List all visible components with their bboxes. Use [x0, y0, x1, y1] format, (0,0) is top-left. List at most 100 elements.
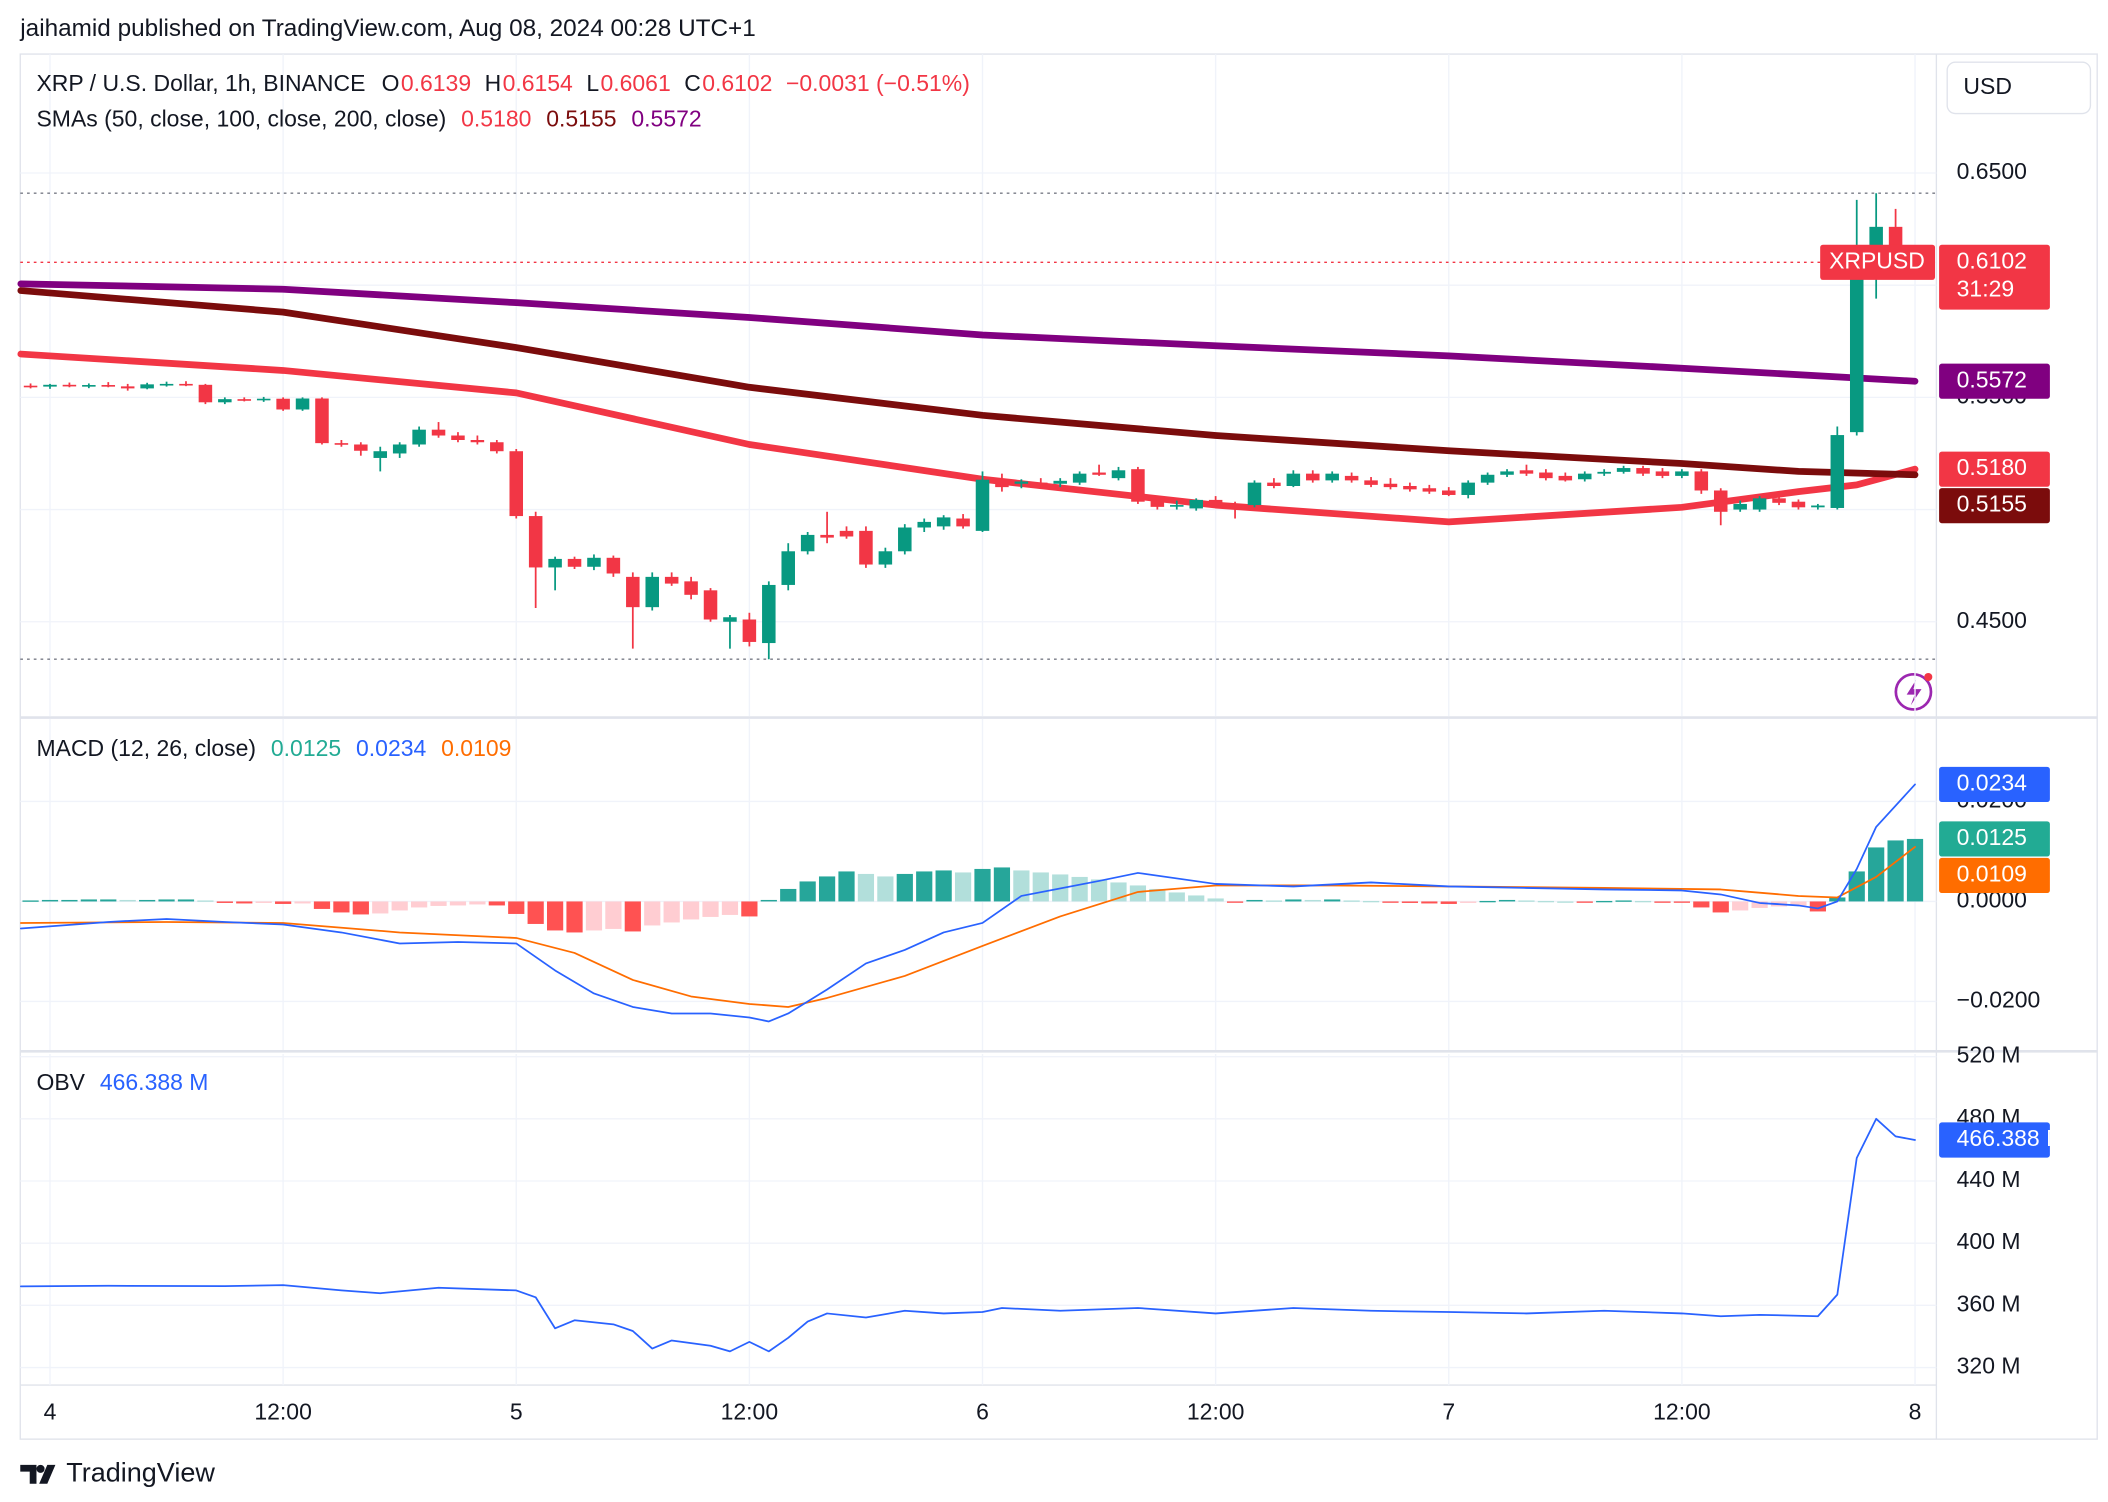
histogram-bar [449, 901, 467, 906]
candle-body [1247, 482, 1262, 506]
candle-body [1519, 470, 1534, 474]
candle-body [1849, 249, 1864, 433]
histogram-bar [1149, 888, 1166, 902]
histogram-bar [255, 901, 272, 903]
histogram-bar [430, 901, 447, 906]
price-tag [1939, 1122, 2050, 1158]
y-tick-label: −0.0200 [1957, 987, 2041, 1013]
candle-body [218, 399, 232, 403]
histogram-bar [1401, 901, 1419, 903]
candle-body [1597, 471, 1611, 474]
candle-body [43, 384, 57, 387]
currency-button[interactable] [1946, 61, 2092, 115]
candle-body [1306, 473, 1320, 481]
candle-body [781, 551, 795, 585]
candle-body [645, 576, 659, 608]
candle-body [1170, 505, 1184, 507]
currency-label[interactable]: USD [1963, 73, 2012, 99]
candle-body [742, 619, 757, 642]
candle-body [1403, 485, 1417, 490]
histogram-bar [1654, 901, 1671, 903]
alert-dot[interactable] [1924, 672, 1933, 682]
candle-body [839, 530, 854, 537]
price-tag [1939, 488, 2050, 524]
candle-body [373, 451, 388, 458]
histogram-bar [935, 870, 952, 902]
candle-body [1383, 483, 1398, 488]
price-tag-label: 0.6102 [1957, 247, 2027, 273]
price-tag [1939, 363, 2050, 399]
price-tag-label: 0.0125 [1957, 824, 2027, 850]
candle-body [1694, 471, 1709, 491]
candle-body [1228, 505, 1242, 508]
y-tick-label: 440 M [1957, 1166, 2021, 1192]
alert-icon-bolt[interactable] [1906, 679, 1922, 706]
legend-text: 0.6061 [600, 70, 670, 96]
candle-body [723, 617, 737, 622]
candle-body [159, 383, 174, 386]
sma-line [17, 287, 1919, 479]
x-tick-label: 8 [1909, 1399, 1922, 1425]
candle-body [975, 479, 990, 531]
candle-body [256, 398, 271, 401]
chart-border [19, 53, 2098, 1440]
candle-body [664, 576, 679, 584]
price-tag-label: 0.0234 [1957, 769, 2027, 795]
histogram-bar [236, 901, 253, 904]
legend-text: H [485, 70, 502, 96]
candle-body [276, 398, 290, 410]
candle-body [1189, 499, 1203, 509]
x-tick-label: 7 [1442, 1399, 1455, 1425]
histogram-bar [177, 899, 195, 902]
countdown-label: 31:29 [1957, 276, 2014, 302]
histogram-bar [1712, 901, 1729, 913]
candle-body [995, 479, 1009, 488]
brand-mark [20, 1464, 56, 1484]
brand-logo [20, 1464, 56, 1484]
candle-body [1616, 468, 1631, 472]
candle-body [917, 521, 931, 528]
candle-body [140, 384, 154, 389]
legend-text: XRP / U.S. Dollar, 1h, BINANCE [36, 70, 365, 96]
candle-body [392, 444, 407, 454]
macd-line [19, 783, 1916, 1023]
candle-body [1772, 498, 1786, 503]
signal-line [19, 846, 1916, 1008]
price-tag-label: 0.5155 [1957, 491, 2027, 517]
y-tick-label: 520 M [1957, 1042, 2021, 1068]
legend-text: 0.6139 [401, 70, 471, 96]
legend-text: 0.5155 [546, 105, 616, 131]
histogram-bar [546, 901, 564, 931]
y-tick-label: 400 M [1957, 1228, 2021, 1254]
price-tag-label: 0.5180 [1957, 454, 2027, 480]
histogram-bar [1226, 901, 1244, 903]
ticker-tag [1820, 244, 1936, 280]
candle-body [179, 383, 193, 386]
histogram-bar [1498, 899, 1516, 902]
histogram-bar [780, 888, 797, 902]
candle-body [1344, 475, 1359, 481]
histogram-bar [1906, 838, 1924, 902]
legend-text: 0.0234 [356, 735, 426, 761]
alert-icon[interactable] [1894, 672, 1933, 711]
candle-body [120, 386, 135, 389]
y-tick-label: 320 M [1957, 1353, 2021, 1379]
price-tag [1939, 451, 2050, 487]
candle-body [800, 534, 815, 552]
histogram-bar [275, 901, 292, 904]
brand-name: TradingView [66, 1457, 215, 1487]
histogram-bar [721, 901, 739, 915]
candle-body [1422, 488, 1437, 492]
candle-body [101, 385, 116, 387]
legend-text: 0.0109 [441, 735, 511, 761]
histogram-bar [1557, 901, 1574, 903]
histogram-bar [916, 871, 933, 902]
marks-layer [19, 1117, 1916, 1353]
candle-body [820, 534, 834, 538]
histogram-bar [333, 901, 350, 913]
candle-body [1208, 499, 1223, 506]
histogram-bar [1343, 900, 1360, 902]
histogram-bar [1032, 872, 1049, 902]
x-tick-label: 6 [976, 1399, 989, 1425]
